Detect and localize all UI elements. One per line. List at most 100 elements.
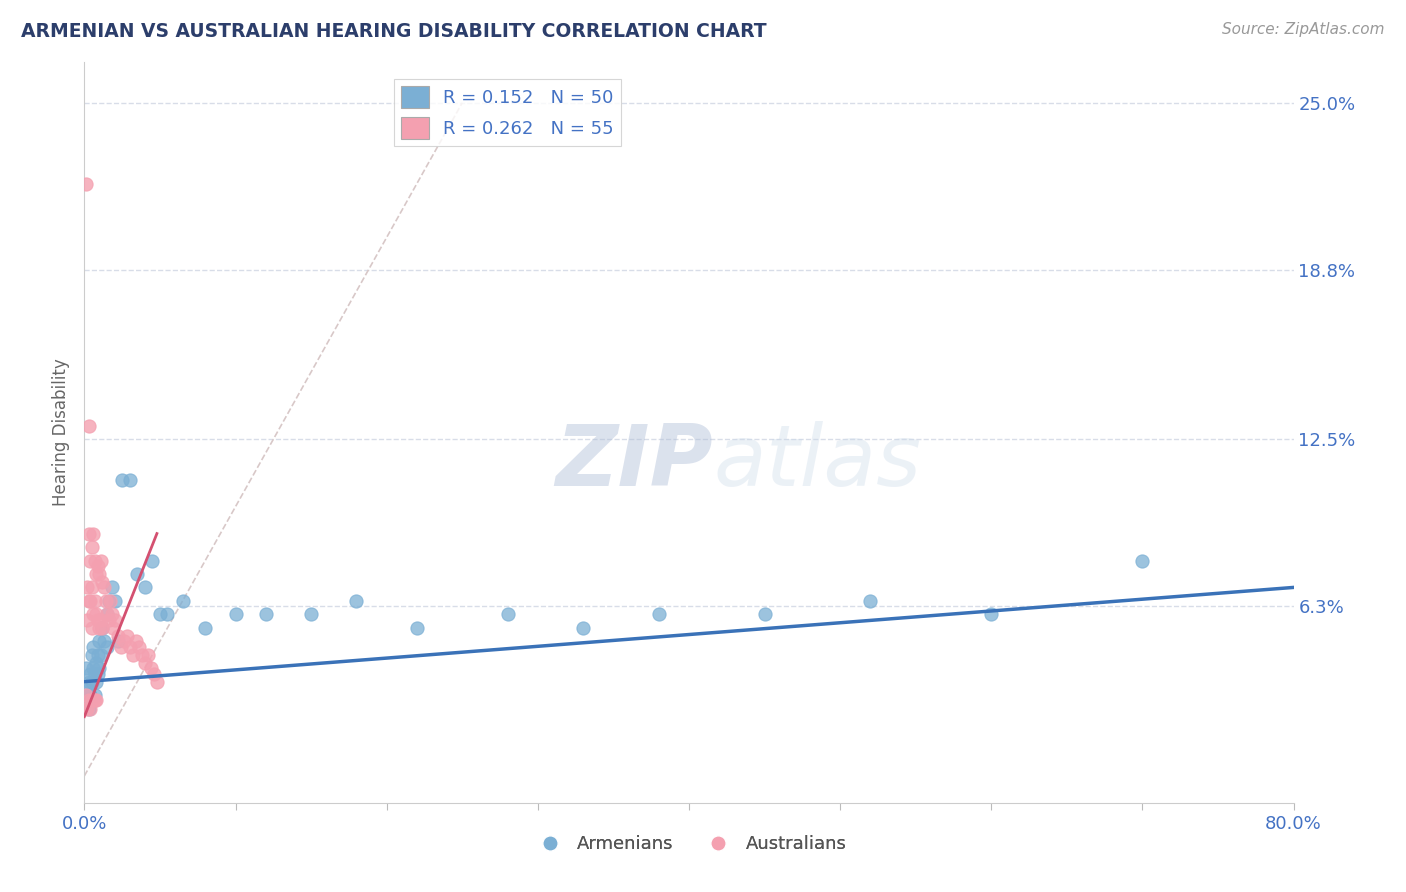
Point (80, 621, 103, 635)
Point (77, 594, 100, 608)
Point (89, 634, 111, 648)
Point (82, 526, 104, 541)
Point (406, 621, 429, 635)
Point (82, 661, 104, 675)
Point (115, 629, 138, 643)
Point (121, 648, 143, 662)
Point (75, 688, 97, 702)
Point (89, 621, 111, 635)
Point (87, 666, 110, 681)
Point (141, 553, 163, 567)
Point (98, 594, 121, 608)
Point (107, 629, 129, 643)
Point (96, 607, 118, 622)
Point (75, 661, 97, 675)
Point (89, 566, 111, 581)
Point (980, 607, 1002, 622)
Text: ZIP: ZIP (555, 421, 713, 504)
Point (93, 634, 115, 648)
Point (80, 674, 103, 689)
Point (76, 693, 98, 707)
Point (118, 640, 141, 654)
Point (84, 666, 107, 681)
Text: ARMENIAN VS AUSTRALIAN HEARING DISABILITY CORRELATION CHART: ARMENIAN VS AUSTRALIAN HEARING DISABILIT… (21, 22, 766, 41)
Point (82, 640, 104, 654)
Point (76, 701, 98, 715)
Point (859, 594, 882, 608)
Point (79, 553, 101, 567)
Point (101, 621, 124, 635)
Text: atlas: atlas (713, 421, 921, 504)
Point (299, 607, 322, 622)
Point (86, 693, 108, 707)
Point (91, 575, 114, 590)
Point (131, 648, 153, 662)
Point (104, 594, 127, 608)
Point (77, 418, 100, 433)
Point (77, 701, 100, 715)
Point (80, 693, 103, 707)
Point (79, 701, 101, 715)
Point (254, 607, 277, 622)
Point (79, 688, 101, 702)
Point (110, 640, 132, 654)
Point (136, 648, 159, 662)
Point (76, 581, 98, 595)
Point (90, 553, 112, 567)
Text: Source: ZipAtlas.com: Source: ZipAtlas.com (1222, 22, 1385, 37)
Point (82, 607, 104, 622)
Point (139, 661, 162, 675)
Point (77, 688, 100, 702)
Point (572, 621, 595, 635)
Point (346, 594, 368, 608)
Point (100, 581, 122, 595)
Point (84, 553, 107, 567)
Point (86, 607, 108, 622)
Point (79, 666, 101, 681)
Point (97, 594, 120, 608)
Point (77, 674, 100, 689)
Point (94, 594, 117, 608)
Point (86, 566, 108, 581)
Point (97, 613, 120, 627)
Point (100, 607, 122, 622)
Point (82, 693, 104, 707)
Point (172, 594, 194, 608)
Point (96, 607, 118, 622)
Point (87, 558, 110, 573)
Point (194, 621, 217, 635)
Point (127, 566, 149, 581)
Point (87, 613, 110, 627)
Point (87, 648, 110, 662)
Point (75, 177, 97, 191)
Point (86, 674, 108, 689)
Point (77, 526, 100, 541)
Point (91, 621, 114, 635)
Point (76, 682, 98, 697)
Point (156, 607, 179, 622)
Point (125, 634, 148, 648)
Point (86, 656, 108, 670)
Point (76, 613, 98, 627)
Point (91, 621, 114, 635)
Point (77, 693, 100, 707)
Point (84, 688, 107, 702)
Point (80, 648, 103, 662)
Point (84, 594, 107, 608)
Point (648, 607, 671, 622)
Point (112, 634, 135, 648)
Point (89, 661, 111, 675)
Point (80, 581, 103, 595)
Point (146, 674, 169, 689)
Point (111, 473, 134, 487)
Point (90, 613, 112, 627)
Point (142, 666, 165, 681)
Point (149, 607, 172, 622)
Point (496, 607, 519, 622)
Point (80, 540, 103, 554)
Point (128, 640, 150, 654)
Point (134, 656, 156, 670)
Point (96, 640, 118, 654)
Point (93, 581, 115, 595)
Point (104, 613, 127, 627)
